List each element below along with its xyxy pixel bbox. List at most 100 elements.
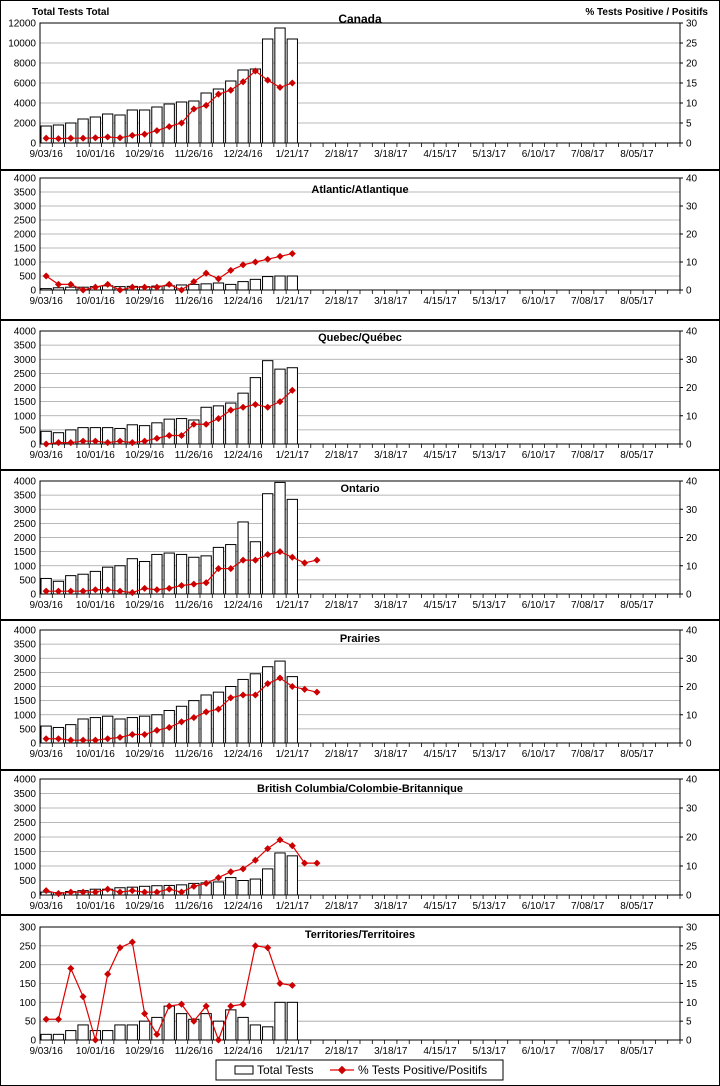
bar: [225, 80, 237, 144]
line-point: [301, 559, 309, 567]
y2-tick-label: 20: [686, 533, 698, 544]
line-point: [227, 694, 235, 702]
y2-tick-label: 0: [686, 739, 692, 750]
line-point: [276, 836, 284, 844]
line-point: [54, 735, 62, 743]
line-point: [178, 431, 186, 440]
y2-tick-label: 25: [686, 941, 698, 952]
bar: [262, 360, 274, 445]
bar: [212, 282, 225, 291]
bar: [262, 38, 274, 144]
line-point: [42, 1015, 50, 1023]
line-point: [165, 123, 173, 131]
y-tick-label: 4000: [14, 174, 37, 185]
y2-tick-label: 0: [686, 139, 692, 150]
bar: [286, 367, 298, 445]
bar: [274, 368, 286, 445]
bar: [65, 122, 77, 144]
y-tick-label: 2000: [14, 383, 37, 394]
line-point: [214, 874, 222, 882]
line-point: [227, 266, 235, 274]
y-tick-label: 100: [19, 998, 36, 1009]
bar: [89, 116, 102, 144]
line-point: [141, 888, 149, 896]
y-tick-label: 1000: [14, 561, 37, 572]
line-point: [54, 1015, 62, 1023]
bar: [262, 868, 274, 896]
x-tick-label: 5/13/17: [473, 450, 507, 461]
y-tick-label: 4000: [14, 775, 37, 786]
line-point: [264, 845, 272, 853]
y2-tick-label: 0: [686, 891, 692, 902]
x-tick-label: 10/01/16: [76, 749, 115, 760]
line-point: [79, 286, 87, 294]
bar: [225, 877, 237, 896]
y-tick-label: 1000: [14, 710, 37, 721]
x-tick-label: 5/13/17: [473, 901, 507, 912]
y-tick-label: 300: [19, 923, 36, 934]
x-tick-label: 7/08/17: [571, 450, 605, 461]
x-tick-label: 6/10/17: [522, 149, 556, 160]
bar: [249, 673, 262, 744]
bar: [151, 553, 163, 595]
x-tick-label: 12/24/16: [224, 296, 263, 307]
bar: [237, 678, 249, 744]
bar: [52, 124, 65, 144]
y-tick-label: 1500: [14, 847, 37, 858]
bar: [102, 566, 114, 595]
line-point: [178, 1000, 186, 1008]
line-point: [239, 78, 247, 86]
line-point: [202, 708, 210, 716]
y2-tick-label: 30: [686, 804, 698, 815]
x-tick-label: 7/08/17: [571, 1046, 605, 1057]
line-point: [178, 888, 186, 896]
x-tick-label: 5/13/17: [473, 600, 507, 611]
bar: [126, 558, 138, 595]
line-point: [288, 79, 296, 87]
x-tick-label: 6/10/17: [522, 450, 556, 461]
line-point: [239, 1000, 247, 1008]
line-point: [239, 691, 247, 699]
line-point: [91, 134, 99, 142]
bar: [249, 541, 262, 595]
line-point: [54, 439, 62, 447]
bar: [237, 392, 249, 445]
bar: [274, 481, 286, 595]
bar: [151, 1016, 163, 1041]
x-tick-label: 8/05/17: [620, 600, 654, 611]
line-point: [264, 76, 272, 84]
line-point: [116, 587, 124, 595]
x-tick-label: 10/01/16: [76, 450, 115, 461]
line-point: [116, 286, 124, 294]
x-tick-label: 10/01/16: [76, 149, 115, 160]
x-tick-label: 10/29/16: [125, 1046, 164, 1057]
bar: [40, 288, 52, 291]
y-tick-label: 10000: [8, 39, 36, 50]
x-tick-label: 9/03/16: [29, 296, 63, 307]
line-point: [239, 556, 247, 564]
bar: [175, 418, 188, 445]
y-tick-label: 2500: [14, 668, 37, 679]
x-tick-label: 3/18/17: [374, 296, 408, 307]
chart-panel-7: 0 50 100 150 200 250 300 0 5 10 15 20 25 30 9/03/16 10/…: [0, 915, 720, 1086]
right-axis-header: % Tests Positive / Positifs: [585, 7, 708, 18]
bar: [138, 109, 151, 144]
bar: [138, 1020, 151, 1041]
bar: [262, 276, 274, 291]
y-tick-label: 2000: [14, 833, 37, 844]
x-tick-label: 3/18/17: [374, 749, 408, 760]
line-point: [165, 1002, 173, 1010]
y2-tick-label: 25: [686, 39, 698, 50]
line-point: [214, 705, 222, 713]
bar: [163, 552, 175, 595]
x-tick-label: 8/05/17: [620, 1046, 654, 1057]
line-point: [141, 584, 149, 592]
chart-panel-3: 0 500 1000 1500 2000 2500 3000 3500 4000 0 10 20 30 4…: [0, 320, 720, 470]
x-tick-label: 6/10/17: [522, 1046, 556, 1057]
line-point: [313, 859, 321, 867]
y-tick-label: 2500: [14, 369, 37, 380]
y2-tick-label: 10: [686, 411, 698, 422]
x-tick-label: 8/05/17: [620, 749, 654, 760]
bar: [262, 493, 274, 595]
x-tick-label: 9/03/16: [29, 1046, 63, 1057]
